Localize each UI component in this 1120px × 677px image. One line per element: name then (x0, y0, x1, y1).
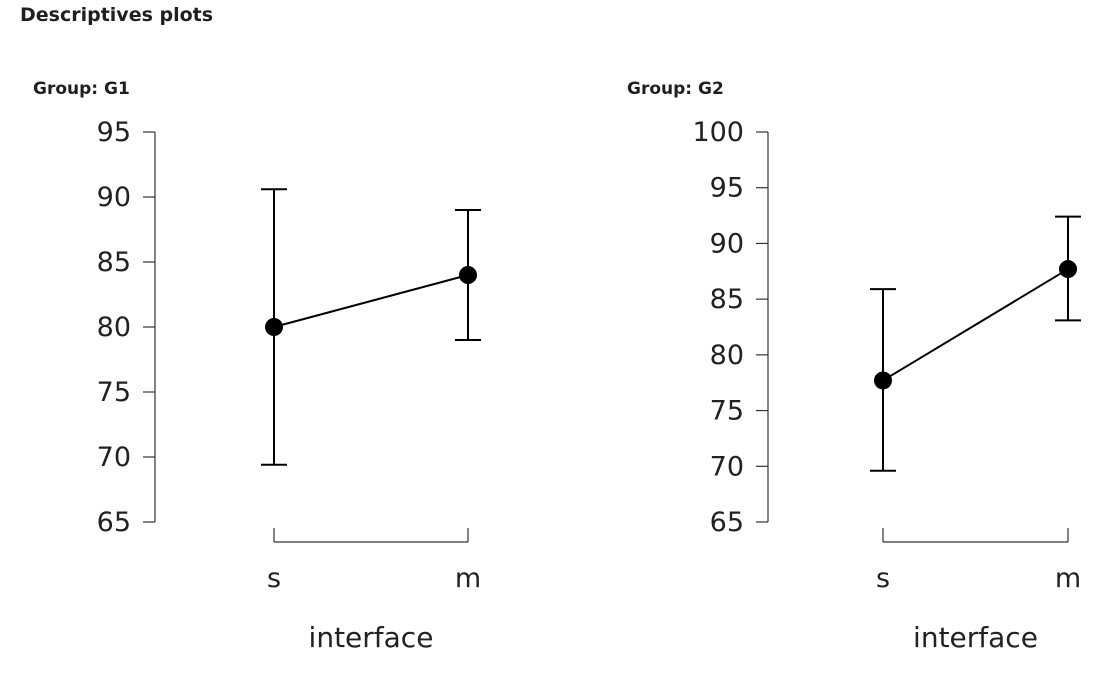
page-title: Descriptives plots (20, 4, 214, 26)
chart-svg-g2: Group: G2 65 70 75 80 85 90 95 100 s m interface (627, 79, 1081, 654)
data-point (1059, 260, 1077, 279)
y-tick-label: 100 (692, 117, 744, 148)
y-tick-label: 70 (710, 451, 744, 482)
y-tick-label: 90 (97, 182, 131, 213)
data-point (459, 266, 477, 284)
data-point (874, 371, 892, 390)
x-tick-label: m (1055, 563, 1081, 594)
y-tick-label: 70 (97, 442, 131, 473)
y-tick-label: 65 (97, 507, 131, 538)
y-tick-label: 90 (710, 228, 744, 259)
chart-title: Group: G1 (33, 79, 130, 99)
x-tick-label: s (876, 563, 890, 594)
y-tick-label: 85 (710, 284, 744, 315)
y-tick-label: 95 (97, 117, 131, 148)
y-tick-label: 65 (710, 507, 744, 538)
x-tick-label: m (455, 563, 481, 594)
descriptives-plot-g2: Group: G2 65 70 75 80 85 90 95 100 s m interface (570, 70, 1100, 670)
y-tick-label: 95 (710, 173, 744, 204)
x-tick-label: s (267, 563, 281, 594)
y-tick-label: 80 (97, 312, 131, 343)
chart-svg-g1: Group: G1 65 70 75 80 85 90 95 s m interface (33, 79, 481, 654)
y-tick-label: 80 (710, 340, 744, 371)
series-line (882, 268, 1069, 382)
y-tick-label: 75 (97, 377, 131, 408)
descriptives-plot-g1: Group: G1 65 70 75 80 85 90 95 s m interface (0, 70, 530, 670)
x-axis-label: interface (913, 621, 1038, 654)
chart-title: Group: G2 (627, 79, 724, 99)
y-tick-label: 85 (97, 247, 131, 278)
x-axis-label: interface (309, 621, 434, 654)
series-line (273, 274, 469, 328)
y-tick-label: 75 (710, 396, 744, 427)
data-point (265, 318, 283, 336)
